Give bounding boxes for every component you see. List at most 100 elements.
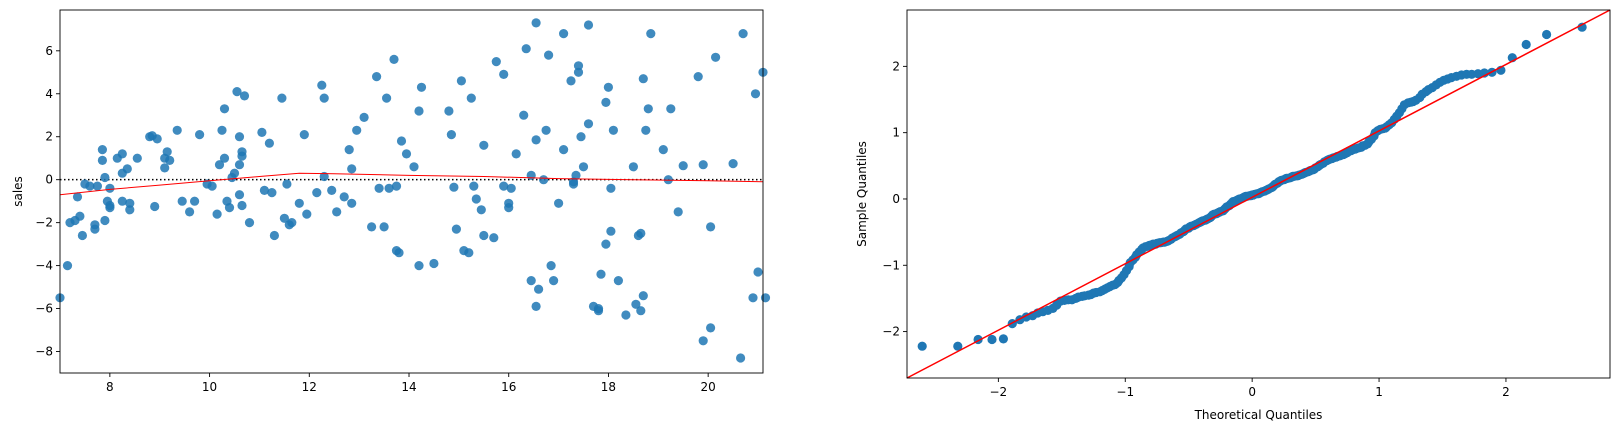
- residual-point: [294, 198, 304, 208]
- residual-point: [738, 28, 748, 39]
- residual-point: [511, 149, 521, 159]
- residual-point: [391, 181, 402, 191]
- residual-point: [224, 203, 235, 213]
- qq-plot: −2 −1 0 1 2 −2 −1 0 1 2 Theoretical Quantiles Sa…: [855, 9, 1611, 422]
- residual-point: [264, 138, 274, 148]
- residual-point: [237, 200, 247, 211]
- residual-point: [279, 213, 289, 223]
- x-tick-label: 10: [202, 380, 217, 394]
- residual-point: [416, 82, 427, 92]
- residual-point: [269, 230, 279, 241]
- left-x-axis-ticks: 8 10 12 14 16 18 20: [106, 373, 716, 394]
- residual-point: [152, 134, 162, 144]
- residual-point: [100, 215, 110, 226]
- residual-point: [593, 304, 604, 314]
- residual-point: [636, 228, 646, 238]
- right-plot-frame: [906, 9, 1611, 379]
- qq-point: [1542, 29, 1552, 40]
- right-x-axis-ticks: −2 −1 0 1 2: [990, 378, 1510, 399]
- x-tick-label: 16: [501, 380, 516, 394]
- residual-point: [663, 175, 673, 185]
- residual-point: [97, 145, 107, 155]
- residual-point: [229, 168, 240, 178]
- y-tick-label: −4: [35, 259, 53, 273]
- y-tick-label: 2: [45, 130, 53, 144]
- residual-point: [531, 135, 541, 145]
- residual-point: [601, 239, 611, 249]
- qq-point: [953, 341, 963, 351]
- residual-point: [382, 93, 392, 103]
- qq-points: [917, 22, 1587, 351]
- residual-point: [77, 230, 87, 241]
- residual-point: [394, 248, 404, 258]
- residual-point: [479, 140, 489, 150]
- residual-point: [75, 211, 85, 221]
- residual-point: [568, 179, 579, 189]
- residual-point: [237, 151, 247, 161]
- residual-point: [666, 104, 676, 114]
- qq-point: [1577, 22, 1587, 32]
- residual-point: [414, 261, 424, 271]
- residual-points: [55, 18, 771, 363]
- residual-point: [160, 163, 170, 173]
- residual-point: [504, 198, 514, 208]
- residual-point: [379, 222, 389, 232]
- residual-point: [576, 132, 586, 142]
- reference-line: [906, 9, 1611, 379]
- residual-point: [673, 207, 683, 217]
- residual-point: [177, 196, 187, 206]
- residual-point: [234, 132, 245, 142]
- residual-point: [267, 188, 277, 198]
- residual-point: [257, 127, 267, 137]
- residual-point: [479, 230, 489, 241]
- residual-point: [150, 201, 160, 212]
- residual-point: [344, 145, 354, 155]
- residual-point: [347, 164, 357, 174]
- residual-point: [62, 261, 73, 271]
- residual-point: [319, 93, 329, 103]
- residual-point: [621, 310, 631, 320]
- residual-point: [606, 226, 616, 236]
- residual-point: [521, 44, 531, 54]
- residual-point: [464, 248, 474, 258]
- residual-point: [190, 196, 200, 206]
- residual-point: [389, 54, 399, 64]
- y-tick-label: −2: [35, 216, 53, 230]
- qq-point: [987, 334, 997, 345]
- residual-point: [608, 125, 619, 135]
- residual-point: [583, 20, 594, 30]
- residual-point: [409, 162, 419, 172]
- residual-point: [636, 306, 646, 316]
- x-tick-label: 14: [401, 380, 416, 394]
- residual-point: [489, 233, 499, 243]
- residual-point: [172, 125, 182, 135]
- residual-point: [658, 145, 668, 155]
- residual-point: [643, 104, 653, 114]
- residual-point: [693, 72, 703, 82]
- y-tick-label: 6: [45, 44, 53, 58]
- residual-point: [105, 200, 115, 211]
- x-tick-label: 8: [106, 380, 114, 394]
- residual-point: [90, 220, 100, 230]
- residual-point: [372, 72, 382, 82]
- residual-point: [571, 170, 581, 180]
- residual-point: [214, 160, 225, 170]
- residual-point: [449, 182, 459, 192]
- residual-point: [117, 149, 127, 159]
- left-plot-area: [60, 10, 763, 373]
- residual-point: [698, 336, 708, 346]
- residual-point: [541, 125, 551, 135]
- residual-point: [125, 198, 135, 208]
- y-tick-label: 2: [892, 59, 900, 73]
- x-tick-label: 12: [302, 380, 317, 394]
- residual-point: [706, 222, 716, 232]
- residual-point: [122, 164, 132, 174]
- residual-point: [359, 112, 369, 122]
- residual-point: [312, 188, 322, 198]
- residual-point: [466, 93, 476, 103]
- y-tick-label: 4: [45, 87, 53, 101]
- left-plot-frame: [59, 9, 764, 374]
- residual-point: [239, 91, 250, 101]
- residual-point: [711, 52, 721, 62]
